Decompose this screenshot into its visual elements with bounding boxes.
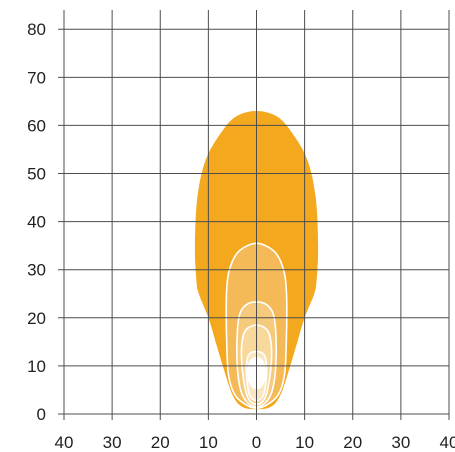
y-tick-label: 70 — [27, 68, 46, 87]
y-tick-label: 40 — [27, 213, 46, 232]
y-tick-label: 0 — [37, 405, 46, 424]
y-tick-label: 60 — [27, 116, 46, 135]
x-tick-label: 30 — [103, 433, 122, 452]
x-tick-label: 10 — [295, 433, 314, 452]
y-tick-label: 20 — [27, 309, 46, 328]
x-tick-label: 20 — [343, 433, 362, 452]
x-tick-label: 30 — [391, 433, 410, 452]
x-tick-label: 0 — [252, 433, 261, 452]
x-tick-label: 20 — [151, 433, 170, 452]
y-tick-label: 10 — [27, 357, 46, 376]
tick-labels: 40 30 20 10 0 10 20 30 40 0 10 20 30 40 50 60 70 80 — [27, 20, 455, 452]
y-tick-label: 80 — [27, 20, 46, 39]
y-tick-label: 50 — [27, 165, 46, 184]
y-tick-label: 30 — [27, 261, 46, 280]
x-tick-label: 40 — [440, 433, 455, 452]
x-tick-label: 10 — [199, 433, 218, 452]
chart-grid — [58, 10, 450, 420]
x-tick-label: 40 — [55, 433, 74, 452]
